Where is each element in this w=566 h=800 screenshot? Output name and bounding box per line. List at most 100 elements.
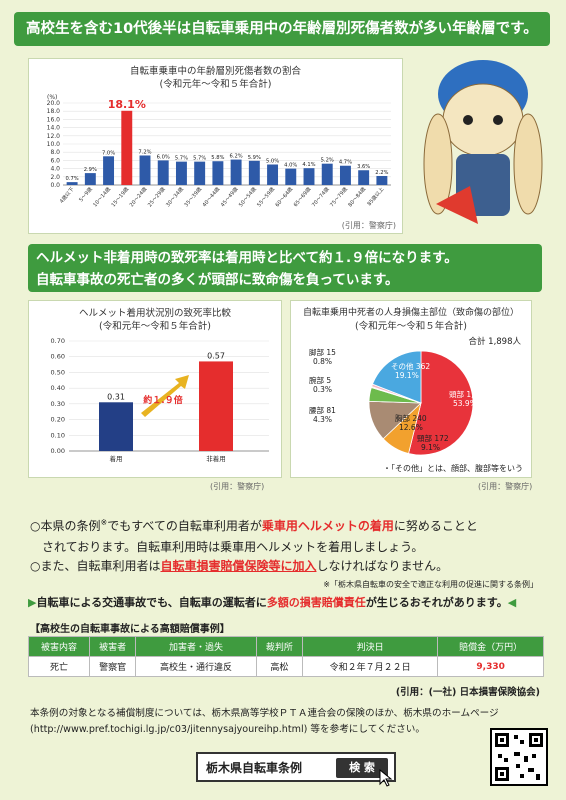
y-unit-label: (%) <box>47 94 57 101</box>
pie-label-name: 頭部 1,023 <box>449 389 488 399</box>
bar-value-label: 3.6% <box>357 164 370 170</box>
y-tick-label: 0.10 <box>51 431 65 439</box>
search-text: 栃木県自転車条例 <box>206 761 303 775</box>
notice1-star: ※ <box>100 518 108 527</box>
x-tick-label: 70～74歳 <box>309 185 330 208</box>
table-cell: 令和２年７月２２日 <box>301 656 439 677</box>
y-tick-label: 20.0 <box>47 100 61 107</box>
y-tick-label: 10.0 <box>47 141 61 148</box>
warning-highlight: 多額の損害賠償責任 <box>266 596 366 609</box>
liability-warning: ▶自転車による交通事故でも、自転車の運転者に多額の損害賠償責任が生じるおそれがあ… <box>28 594 540 612</box>
bar <box>157 160 169 185</box>
footer-line2[interactable]: (http://www.pref.tochigi.lg.jp/c03/jiten… <box>30 724 425 735</box>
table-cell: 高松 <box>255 656 304 677</box>
cursor-icon <box>379 768 393 787</box>
bar-value-label: 5.8% <box>211 155 224 161</box>
bar-value-label: 5.9% <box>248 155 261 161</box>
fatality-chart-source: (引用：警察庁) <box>210 482 265 491</box>
pie-label-pct: 53.9% <box>453 399 477 408</box>
bar <box>212 161 224 185</box>
x-tick-label: 10～14歳 <box>91 185 112 208</box>
x-tick-label: 着用 <box>110 454 123 463</box>
ratio-label: 約１.９倍 <box>143 394 182 406</box>
footer-text: 本条例の対象となる補償制度については、栃木県高等学校ＰＴＡ連合会の保険のほか、栃… <box>30 706 546 738</box>
bar-value-label: 18.1% <box>108 98 146 111</box>
age-chart-title: 自転車乗車中の年齢層別死傷者数の割合 <box>129 66 301 77</box>
table-header: 被害者 <box>89 636 137 657</box>
bar-value-label: 6.0% <box>157 154 170 160</box>
fatality-chart-svg: 0.00 0.10 0.20 0.30 0.40 0.50 0.60 0.70 0.31 着用 0.… <box>51 337 269 463</box>
fatality-chart-subtitle: (令和元年～令和５年合計) <box>99 321 211 332</box>
bar <box>339 165 351 185</box>
x-tick-label: 85歳以上 <box>365 185 385 207</box>
x-tick-label: 45～49歳 <box>218 185 239 208</box>
bar <box>303 168 315 185</box>
y-tick-label: 12.0 <box>47 133 61 140</box>
bar <box>84 173 96 185</box>
bar-value-label: 0.31 <box>107 392 125 401</box>
bar-value-label: 2.9% <box>84 167 97 173</box>
bar <box>139 155 151 185</box>
search-box[interactable]: 栃木県自転車条例 検 索 <box>196 752 396 782</box>
bar <box>376 175 388 185</box>
notice2-text-a: ○また、自転車利用者は <box>30 559 161 573</box>
footer-line1: 本条例の対象となる補償制度については、栃木県高等学校ＰＴＡ連合会の保険のほか、栃… <box>30 708 499 719</box>
qr-code-icon <box>495 733 543 781</box>
ratio-arrow <box>141 375 189 417</box>
bar <box>285 168 297 185</box>
mascot-left-ear <box>423 113 453 215</box>
compensation-table: 被害内容 被害者 加害者・過失 裁判所 判決日 賠償金（万円） 死亡 警察官 高… <box>27 636 544 677</box>
insurance-notice: ○また、自転車利用者は自転車損害賠償保険等に加入しなければなりません。 <box>30 556 540 577</box>
bar-value-label: 5.0% <box>266 159 279 165</box>
pie-label-pct: 12.6% <box>399 423 423 432</box>
y-tick-label: 0.60 <box>51 353 65 361</box>
notice1-text-d: に努めることと <box>393 519 478 533</box>
pie-label-name: 胸部 240 <box>395 413 427 423</box>
x-tick-label: 80～84歳 <box>346 185 367 208</box>
bar <box>194 161 206 185</box>
warning-left-arrow: ▶ <box>28 596 37 609</box>
headline-age-group: 高校生を含む10代後半は自転車乗用中の年齢層別死傷者数が多い年齢層です。 <box>14 12 550 46</box>
y-tick-label: 14.0 <box>47 125 61 132</box>
helmet-notice: ○本県の条例※でもすべての自転車利用者が乗車用ヘルメットの着用に努めることと さ… <box>30 512 540 558</box>
search-button[interactable]: 検 索 <box>336 758 388 778</box>
x-tick-label: 30～34歳 <box>164 185 185 208</box>
bar <box>358 170 370 185</box>
warning-text-c: が生じるおそれがあります。 <box>365 596 508 609</box>
bar <box>99 402 133 451</box>
mascot-right-ear <box>513 113 543 215</box>
x-tick-label: 65～69歳 <box>291 185 312 208</box>
mascot-left-eye <box>463 115 473 125</box>
qr-code[interactable] <box>490 728 548 786</box>
headline-helmet: ヘルメット非着用時の致死率は着用時と比べて約１.９倍になります。 自転車事故の死… <box>28 244 542 292</box>
bar-value-label: 4.7% <box>339 160 352 166</box>
mascot-right-eye <box>493 115 503 125</box>
table-header: 被害内容 <box>27 636 91 657</box>
age-chart-panel: 自転車乗車中の年齢層別死傷者数の割合 (令和元年～令和５年合計) (%) 0.0 2… <box>28 58 403 234</box>
x-tick-label: 25～29歳 <box>145 185 166 208</box>
pie-label-pct: 9.1% <box>421 443 440 452</box>
warning-text-a: 自転車による交通事故でも、自転車の運転者に <box>36 596 267 609</box>
fatality-chart-title: ヘルメット着用状況別の致死率比較 <box>78 308 231 319</box>
pie-label-name: 腕部 5 <box>309 375 331 385</box>
bar <box>121 110 133 185</box>
y-tick-label: 0.0 <box>50 182 60 189</box>
injury-chart-note: ・「その他」とは、顔部、腹部等をいう <box>383 464 523 473</box>
y-tick-label: 0.30 <box>51 400 65 408</box>
x-tick-label: 4歳以下 <box>57 185 75 205</box>
notice1-text-a: ○本県の条例 <box>30 519 101 533</box>
bar-value-label: 7.2% <box>138 149 151 155</box>
injury-chart-title: 自転車乗用中死者の人身損傷主部位（致命傷の部位） <box>302 308 519 318</box>
x-tick-label: 60～64歳 <box>273 185 294 208</box>
pie-slice <box>408 350 474 456</box>
notice2-highlight: 自転車損害賠償保険等に加入 <box>160 559 317 573</box>
bar-value-label: 5.2% <box>321 158 334 164</box>
y-tick-label: 18.0 <box>47 108 61 115</box>
y-tick-label: 6.0 <box>50 157 60 164</box>
age-chart-subtitle: (令和元年～令和５年合計) <box>159 79 272 90</box>
pie-label-name: 脚部 15 <box>309 347 336 357</box>
pie-slice <box>372 350 422 404</box>
y-tick-label: 2.0 <box>50 174 60 181</box>
y-tick-label: 0.00 <box>51 447 65 455</box>
